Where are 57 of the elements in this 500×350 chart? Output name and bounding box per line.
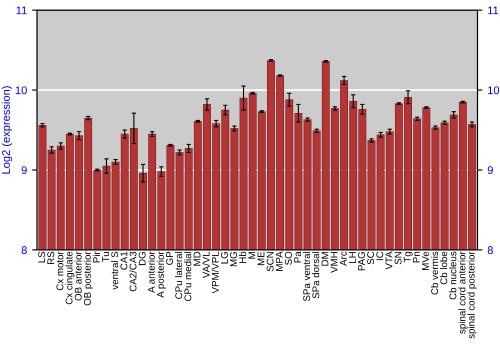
x-tick-label: GP [166, 252, 174, 265]
x-tick-label: OB anterior [74, 251, 82, 301]
x-tick-label: SCN [266, 252, 274, 272]
x-tick-label: DM [322, 252, 328, 266]
x-tick-label: PAG [358, 252, 365, 270]
x-tick-label: LG [220, 252, 228, 264]
x-tick-label: OB posterior [84, 251, 93, 306]
y-tick-label: 9 [22, 166, 27, 174]
x-tick-label: spinal cord posterior [467, 251, 477, 339]
x-tick-label: A anterior [148, 251, 155, 293]
x-tick-label: Cx motor [56, 251, 64, 290]
x-tick-label: CA1 [120, 252, 128, 270]
x-tick-label: RS [47, 252, 54, 264]
x-tick-label: Cb nucleus [449, 252, 456, 300]
x-tick-label: VMH [330, 252, 338, 273]
x-tick-label: Arc [340, 252, 347, 266]
x-tick-label: IC [376, 252, 384, 260]
x-tick-label: Tg [404, 252, 413, 262]
x-tick-label: SC [367, 252, 374, 264]
x-tick-label: CPu lateral [175, 252, 182, 299]
y-tick-label: 10 [16, 86, 27, 94]
y2-tick-label: 9 [488, 166, 493, 174]
x-tick-label: spinal cord anterior [458, 251, 468, 334]
x-tick-label: SPa dorsal [312, 252, 320, 298]
x-tick-label: Hb [239, 252, 246, 263]
x-tick-label: CPu medial [184, 252, 192, 302]
x-tick-label: DG [138, 252, 146, 266]
x-tick-label: VA/VL [202, 252, 210, 278]
x-tick-label: Cb lobe [440, 252, 448, 284]
x-tick-label: Pn [413, 252, 420, 262]
x-tick-label: ventral S [111, 252, 118, 290]
x-tick-label: Pa [294, 251, 301, 262]
x-tick-label: MG [230, 252, 238, 266]
y2-tick-label: 8 [488, 246, 493, 254]
x-tick-label: M [248, 252, 256, 259]
x-tick-label: CA2/CA3 [129, 252, 136, 292]
x-tick-label: MVe [422, 252, 429, 270]
x-tick-label: Cb vermis [430, 252, 438, 295]
y-tick-label: 11 [16, 6, 27, 14]
x-tick-label: Tu [102, 252, 110, 262]
y-axis-title: Log2 (expression) [2, 86, 12, 174]
x-tick-label: ME [258, 252, 264, 266]
x-tick-label: MD [194, 252, 200, 266]
x-tick-label: SPa ventral [302, 252, 310, 302]
x-tick-label: Pir [92, 251, 100, 262]
x-tick-label: SO [284, 252, 292, 265]
y2-tick-label: 10 [488, 86, 500, 94]
x-tick-label: VTA [386, 251, 392, 270]
x-tick-label: LH [349, 252, 356, 263]
x-tick-label: SN [394, 252, 402, 264]
y2-tick-label: 11 [488, 6, 498, 14]
y-tick-label: 8 [22, 246, 27, 254]
x-tick-label: A posterior [156, 251, 166, 298]
x-tick-label: MPA [276, 251, 283, 271]
x-tick-label: VPM/VPL [212, 252, 219, 294]
x-tick-label: Cx cingulate [65, 252, 74, 304]
x-tick-label: LS [38, 252, 46, 262]
